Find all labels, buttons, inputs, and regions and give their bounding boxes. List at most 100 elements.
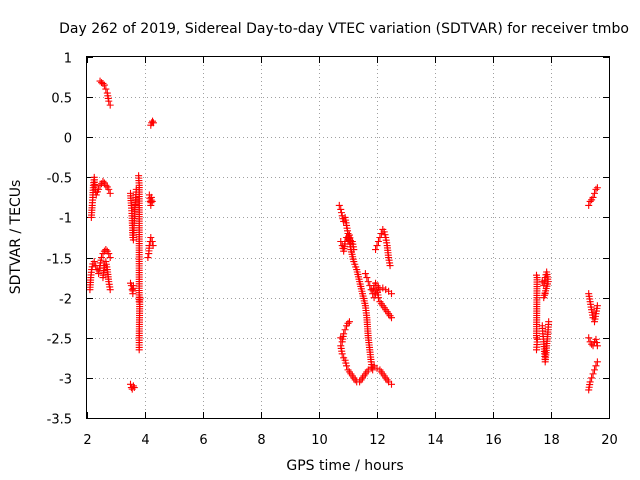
data-point	[592, 362, 600, 370]
data-point	[95, 185, 103, 193]
data-point	[340, 330, 348, 338]
data-point	[589, 193, 597, 201]
data-point	[135, 346, 143, 354]
x-tick-label: 4	[141, 433, 149, 448]
data-point	[388, 290, 395, 298]
data-point	[364, 278, 372, 286]
data-point	[364, 366, 372, 374]
chart-title: Day 262 of 2019, Sidereal Day-to-day VTE…	[59, 21, 629, 37]
data-point	[373, 242, 381, 250]
data-point	[99, 79, 107, 87]
data-point	[127, 380, 134, 388]
data-point	[341, 238, 349, 246]
data-point	[540, 294, 548, 302]
data-point	[130, 384, 138, 392]
x-axis-title: GPS time / hours	[286, 458, 403, 474]
data-point	[337, 205, 345, 213]
data-point	[592, 335, 600, 343]
data-point	[149, 242, 157, 250]
data-point	[350, 246, 358, 254]
data-point	[148, 197, 156, 205]
data-point	[372, 246, 380, 254]
data-point	[585, 201, 593, 209]
data-point	[92, 191, 100, 199]
y-tick-label: 0.5	[51, 92, 72, 107]
data-point	[128, 286, 136, 294]
data-point	[382, 286, 390, 294]
data-point	[102, 85, 110, 93]
data-point	[377, 229, 385, 237]
data-point	[374, 294, 382, 302]
data-point	[102, 246, 110, 254]
data-point	[100, 81, 108, 89]
data-point	[99, 177, 107, 185]
plot-frame	[86, 56, 610, 419]
x-tick-label: 16	[485, 433, 502, 448]
data-point	[585, 334, 593, 342]
data-point	[106, 254, 114, 262]
data-point	[586, 378, 594, 386]
data-point	[90, 258, 98, 266]
data-point	[545, 318, 553, 326]
data-point	[374, 238, 382, 246]
data-point	[98, 254, 105, 262]
data-point	[148, 238, 156, 246]
data-point	[147, 234, 155, 241]
data-point	[102, 181, 110, 189]
data-point	[338, 350, 346, 358]
data-point	[105, 97, 113, 105]
y-tick-label: -1	[59, 212, 72, 227]
data-point	[589, 370, 597, 378]
y-tick-label: 1	[64, 52, 72, 67]
data-point	[361, 270, 369, 278]
y-tick-label: -3	[59, 373, 72, 388]
data-point	[591, 366, 598, 374]
x-tick-label: 6	[199, 433, 207, 448]
x-tick-labels: 2 4 6 8 10 12 14 16 18 20	[83, 433, 617, 448]
data-point	[147, 193, 155, 201]
y-axis-title: SDTVAR / TECUs	[8, 180, 24, 295]
data-point	[341, 326, 349, 334]
data-point	[533, 334, 540, 342]
data-point	[593, 302, 601, 310]
data-point	[344, 319, 352, 327]
data-point	[129, 382, 137, 390]
data-point	[379, 284, 387, 292]
data-point	[593, 342, 601, 350]
data-point	[144, 254, 152, 262]
x-tick-label: 2	[83, 433, 91, 448]
data-point	[106, 286, 114, 294]
data-point	[343, 362, 351, 370]
x-tick-label: 8	[257, 433, 265, 448]
data-point	[533, 346, 540, 354]
data-point	[106, 101, 114, 109]
data-point	[345, 318, 353, 326]
data-point	[586, 197, 594, 205]
data-point	[388, 380, 395, 388]
x-tick-label: 12	[369, 433, 386, 448]
data-point	[149, 119, 157, 127]
x-tick-label: 10	[311, 433, 328, 448]
data-point	[335, 201, 343, 209]
data-point	[106, 189, 114, 197]
y-tick-label: -2	[59, 293, 72, 308]
x-tick-label: 20	[601, 433, 618, 448]
data-point	[593, 184, 601, 192]
data-point	[105, 185, 113, 193]
data-point	[337, 209, 345, 217]
data-point	[588, 374, 596, 382]
data-point	[105, 250, 113, 258]
data-point	[593, 358, 601, 366]
data-point	[149, 117, 157, 125]
data-point	[593, 339, 601, 347]
data-point	[592, 185, 600, 193]
data-point	[373, 364, 381, 372]
y-tick-label: -0.5	[47, 172, 72, 187]
data-point	[386, 262, 394, 270]
y-tick-label: -3.5	[47, 413, 72, 428]
y-tick-label: -1.5	[47, 253, 72, 268]
data-point	[591, 189, 598, 197]
data-point	[363, 274, 371, 282]
data-points	[86, 77, 601, 394]
